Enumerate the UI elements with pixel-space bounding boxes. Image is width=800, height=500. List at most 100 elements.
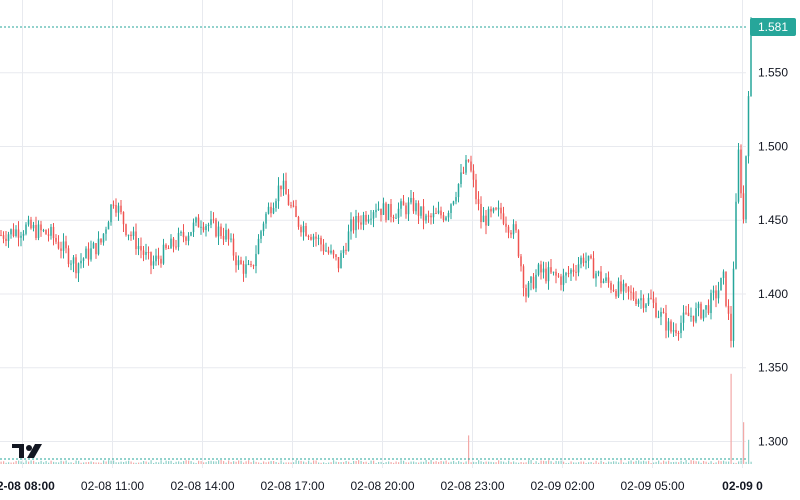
candle xyxy=(565,271,567,284)
volume-bar xyxy=(730,373,732,464)
volume-bar xyxy=(723,460,725,464)
candle xyxy=(627,286,630,300)
volume-bar xyxy=(473,461,475,464)
volume-bar xyxy=(48,462,50,464)
volume-bar xyxy=(113,460,115,464)
volume-bar xyxy=(95,462,97,464)
volume-bar xyxy=(353,460,355,464)
candle xyxy=(597,270,600,277)
volume-bar xyxy=(600,460,602,464)
candle xyxy=(7,231,10,248)
volume-bar xyxy=(163,462,165,464)
volume-bar xyxy=(575,462,577,464)
volume-bar xyxy=(298,460,300,464)
volume-bar xyxy=(248,460,250,464)
volume-bar xyxy=(335,461,337,464)
candle xyxy=(315,231,317,247)
volume-bar xyxy=(313,460,315,464)
volume-bar xyxy=(545,461,547,464)
volume-bar xyxy=(315,460,317,464)
candle xyxy=(590,254,592,260)
volume-bar xyxy=(578,462,580,464)
volume-bar xyxy=(620,460,622,464)
candle xyxy=(640,290,642,309)
volume-bar xyxy=(40,460,42,464)
candle xyxy=(562,268,565,292)
candle xyxy=(287,188,290,206)
candle xyxy=(177,227,180,251)
candle xyxy=(495,207,497,211)
candle xyxy=(635,291,637,306)
candle xyxy=(425,213,427,224)
price-tick-label: 1.350 xyxy=(758,361,788,375)
candle xyxy=(332,249,335,259)
volume-bar xyxy=(423,461,425,464)
candle xyxy=(120,200,122,215)
candle xyxy=(447,210,450,222)
volume-bar xyxy=(238,460,240,464)
candle xyxy=(470,155,472,173)
time-axis[interactable]: 02-08 08:00 02-08 11:00 02-08 14:00 02-08 1… xyxy=(0,479,763,493)
volume-bar xyxy=(533,462,535,464)
candle xyxy=(257,234,260,255)
candle xyxy=(222,227,225,246)
candle xyxy=(285,172,287,195)
volume-bar xyxy=(400,460,402,464)
volume-bar xyxy=(660,462,662,464)
price-tick-label: 1.550 xyxy=(758,66,788,80)
volume-bar xyxy=(198,460,200,464)
volume-bar xyxy=(210,460,212,464)
candle xyxy=(172,237,175,253)
candle xyxy=(372,210,375,228)
candle xyxy=(297,215,300,230)
candle xyxy=(150,251,152,275)
volume-bar xyxy=(220,460,222,464)
volume-bar xyxy=(590,461,592,464)
candle xyxy=(410,190,412,205)
candle xyxy=(707,299,710,315)
candle xyxy=(585,252,587,270)
volume-bar xyxy=(175,461,177,464)
price-axis[interactable]: 1.300 1.350 1.400 1.450 1.500 1.550 xyxy=(758,66,788,449)
volume-bar xyxy=(460,461,462,464)
volume-bar xyxy=(518,462,520,464)
volume-bar xyxy=(420,461,422,464)
volume-bar xyxy=(73,462,75,464)
volume-bar xyxy=(543,460,545,464)
current-price-value: 1.581 xyxy=(758,20,788,34)
volume-bar xyxy=(588,462,590,464)
volume-bar xyxy=(320,462,322,464)
volume-bar xyxy=(370,460,372,464)
tradingview-logo-icon xyxy=(12,444,42,458)
volume-bar xyxy=(715,462,717,464)
volume-bar xyxy=(440,460,442,464)
candle xyxy=(727,299,730,320)
candle xyxy=(240,256,242,265)
candle xyxy=(510,229,512,239)
volume-bar xyxy=(173,462,175,464)
candle xyxy=(340,250,342,269)
volume-bar xyxy=(638,460,640,464)
candle xyxy=(700,301,702,320)
time-tick-label: 02-08 14:00 xyxy=(170,479,234,493)
volume-bar xyxy=(395,461,397,464)
candle xyxy=(307,234,310,240)
volume-bar xyxy=(650,462,652,464)
candle xyxy=(577,257,580,277)
candle xyxy=(455,191,457,205)
volume-bar xyxy=(593,462,595,464)
candle xyxy=(110,203,112,226)
volume-bar xyxy=(360,460,362,464)
volume-bar xyxy=(488,461,490,464)
volume-bar xyxy=(265,462,267,464)
candle xyxy=(485,210,487,235)
volume-bar xyxy=(455,462,457,464)
candle xyxy=(225,223,227,242)
candle xyxy=(685,305,687,315)
candle xyxy=(705,305,707,318)
candle xyxy=(362,211,365,231)
candle xyxy=(420,206,422,219)
volume-bar xyxy=(120,461,122,464)
candle xyxy=(85,246,87,259)
